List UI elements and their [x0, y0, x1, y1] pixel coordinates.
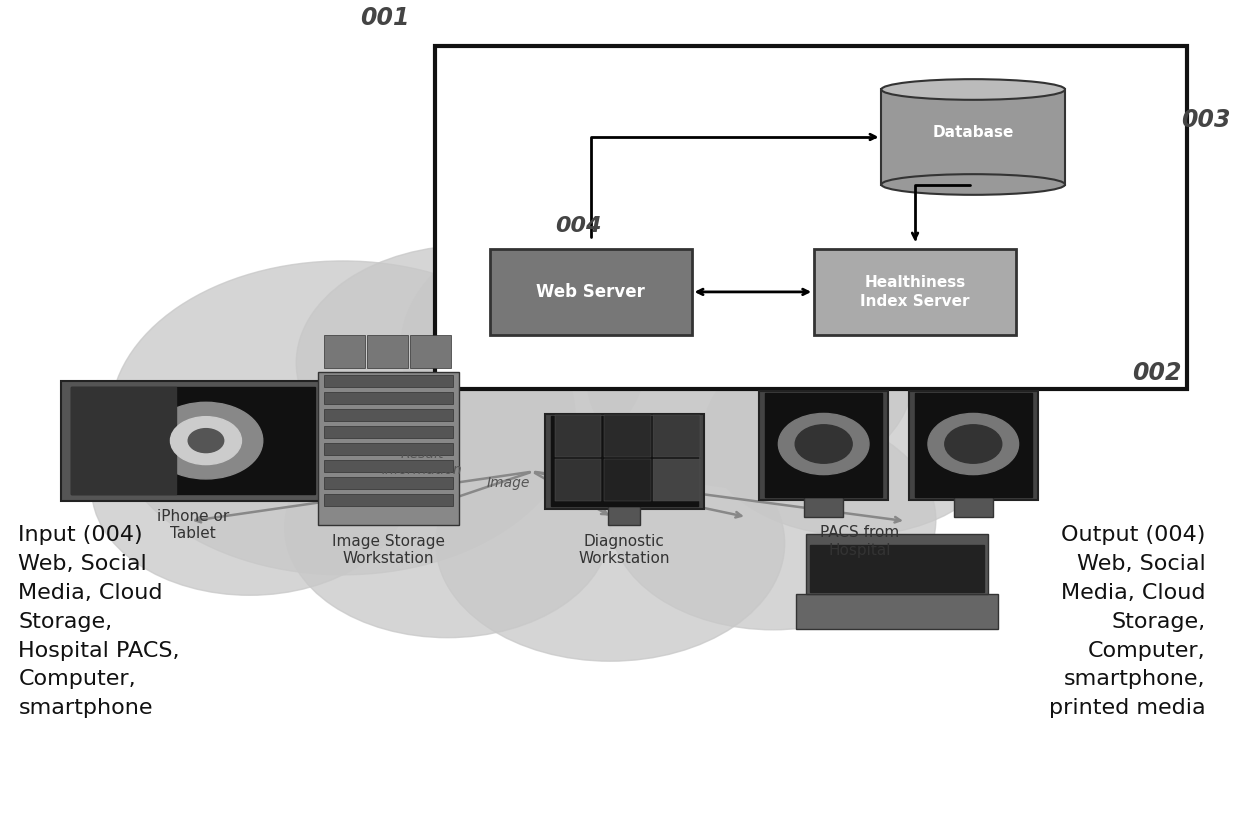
Bar — [410, 335, 451, 368]
Circle shape — [945, 425, 1002, 463]
Bar — [325, 375, 453, 387]
Bar — [604, 460, 651, 501]
Text: 002: 002 — [1132, 361, 1182, 385]
Circle shape — [296, 245, 645, 480]
Bar — [551, 416, 698, 506]
Bar — [810, 545, 983, 592]
Text: 001: 001 — [361, 6, 410, 30]
Text: Image Storage
Workstation: Image Storage Workstation — [332, 534, 445, 566]
Ellipse shape — [882, 175, 1065, 194]
Bar — [434, 46, 1188, 389]
Bar — [544, 414, 704, 509]
Bar — [915, 393, 1032, 498]
Bar — [325, 443, 453, 455]
Bar — [325, 335, 366, 368]
Text: Image: Image — [486, 475, 529, 489]
Text: Web Server: Web Server — [536, 283, 645, 301]
Circle shape — [587, 268, 913, 489]
Text: Diagnostic
Workstation: Diagnostic Workstation — [579, 534, 670, 566]
Circle shape — [703, 332, 1006, 536]
Text: Output (004)
Web, Social
Media, Cloud
Storage,
Computer,
smartphone,
printed med: Output (004) Web, Social Media, Cloud St… — [1049, 525, 1205, 718]
Bar — [765, 393, 883, 498]
Bar — [325, 494, 453, 506]
Circle shape — [928, 414, 1018, 475]
Bar — [759, 391, 888, 500]
Bar — [367, 335, 408, 368]
Circle shape — [110, 261, 575, 575]
Circle shape — [149, 402, 263, 479]
Circle shape — [401, 214, 796, 480]
Bar — [909, 391, 1038, 500]
Text: 004: 004 — [556, 216, 601, 236]
Bar — [805, 498, 843, 517]
Text: Database: Database — [932, 125, 1014, 140]
Text: PACS from
Hospital: PACS from Hospital — [820, 525, 899, 558]
Text: 003: 003 — [1182, 109, 1231, 132]
Bar — [604, 415, 651, 457]
Bar — [882, 90, 1065, 184]
Bar — [609, 506, 640, 525]
Circle shape — [435, 425, 785, 661]
Bar — [71, 387, 315, 494]
Bar — [319, 372, 459, 525]
Bar — [61, 381, 325, 500]
Bar — [325, 477, 453, 489]
Bar — [325, 460, 453, 472]
Bar — [813, 248, 1016, 335]
Bar — [653, 415, 701, 457]
Text: Result
Information: Result Information — [382, 447, 463, 477]
Bar — [325, 392, 453, 404]
Text: Input (004)
Web, Social
Media, Cloud
Storage,
Hospital PACS,
Computer,
smartphon: Input (004) Web, Social Media, Cloud Sto… — [19, 525, 180, 718]
Text: Healthiness
Index Server: Healthiness Index Server — [861, 274, 970, 309]
Bar — [554, 460, 601, 501]
Bar — [71, 387, 176, 494]
Bar — [325, 409, 453, 421]
Bar — [325, 426, 453, 438]
Bar — [806, 534, 987, 594]
Bar — [653, 460, 701, 501]
Bar — [490, 248, 692, 335]
Circle shape — [795, 425, 852, 463]
Circle shape — [285, 418, 610, 637]
Circle shape — [92, 381, 408, 595]
Circle shape — [610, 410, 936, 630]
Text: iPhone or
Tablet: iPhone or Tablet — [156, 509, 229, 541]
Circle shape — [188, 429, 223, 453]
Bar — [796, 594, 998, 628]
Ellipse shape — [882, 79, 1065, 100]
Bar — [954, 498, 993, 517]
Circle shape — [170, 416, 242, 465]
Bar — [554, 415, 601, 457]
Circle shape — [779, 414, 869, 475]
